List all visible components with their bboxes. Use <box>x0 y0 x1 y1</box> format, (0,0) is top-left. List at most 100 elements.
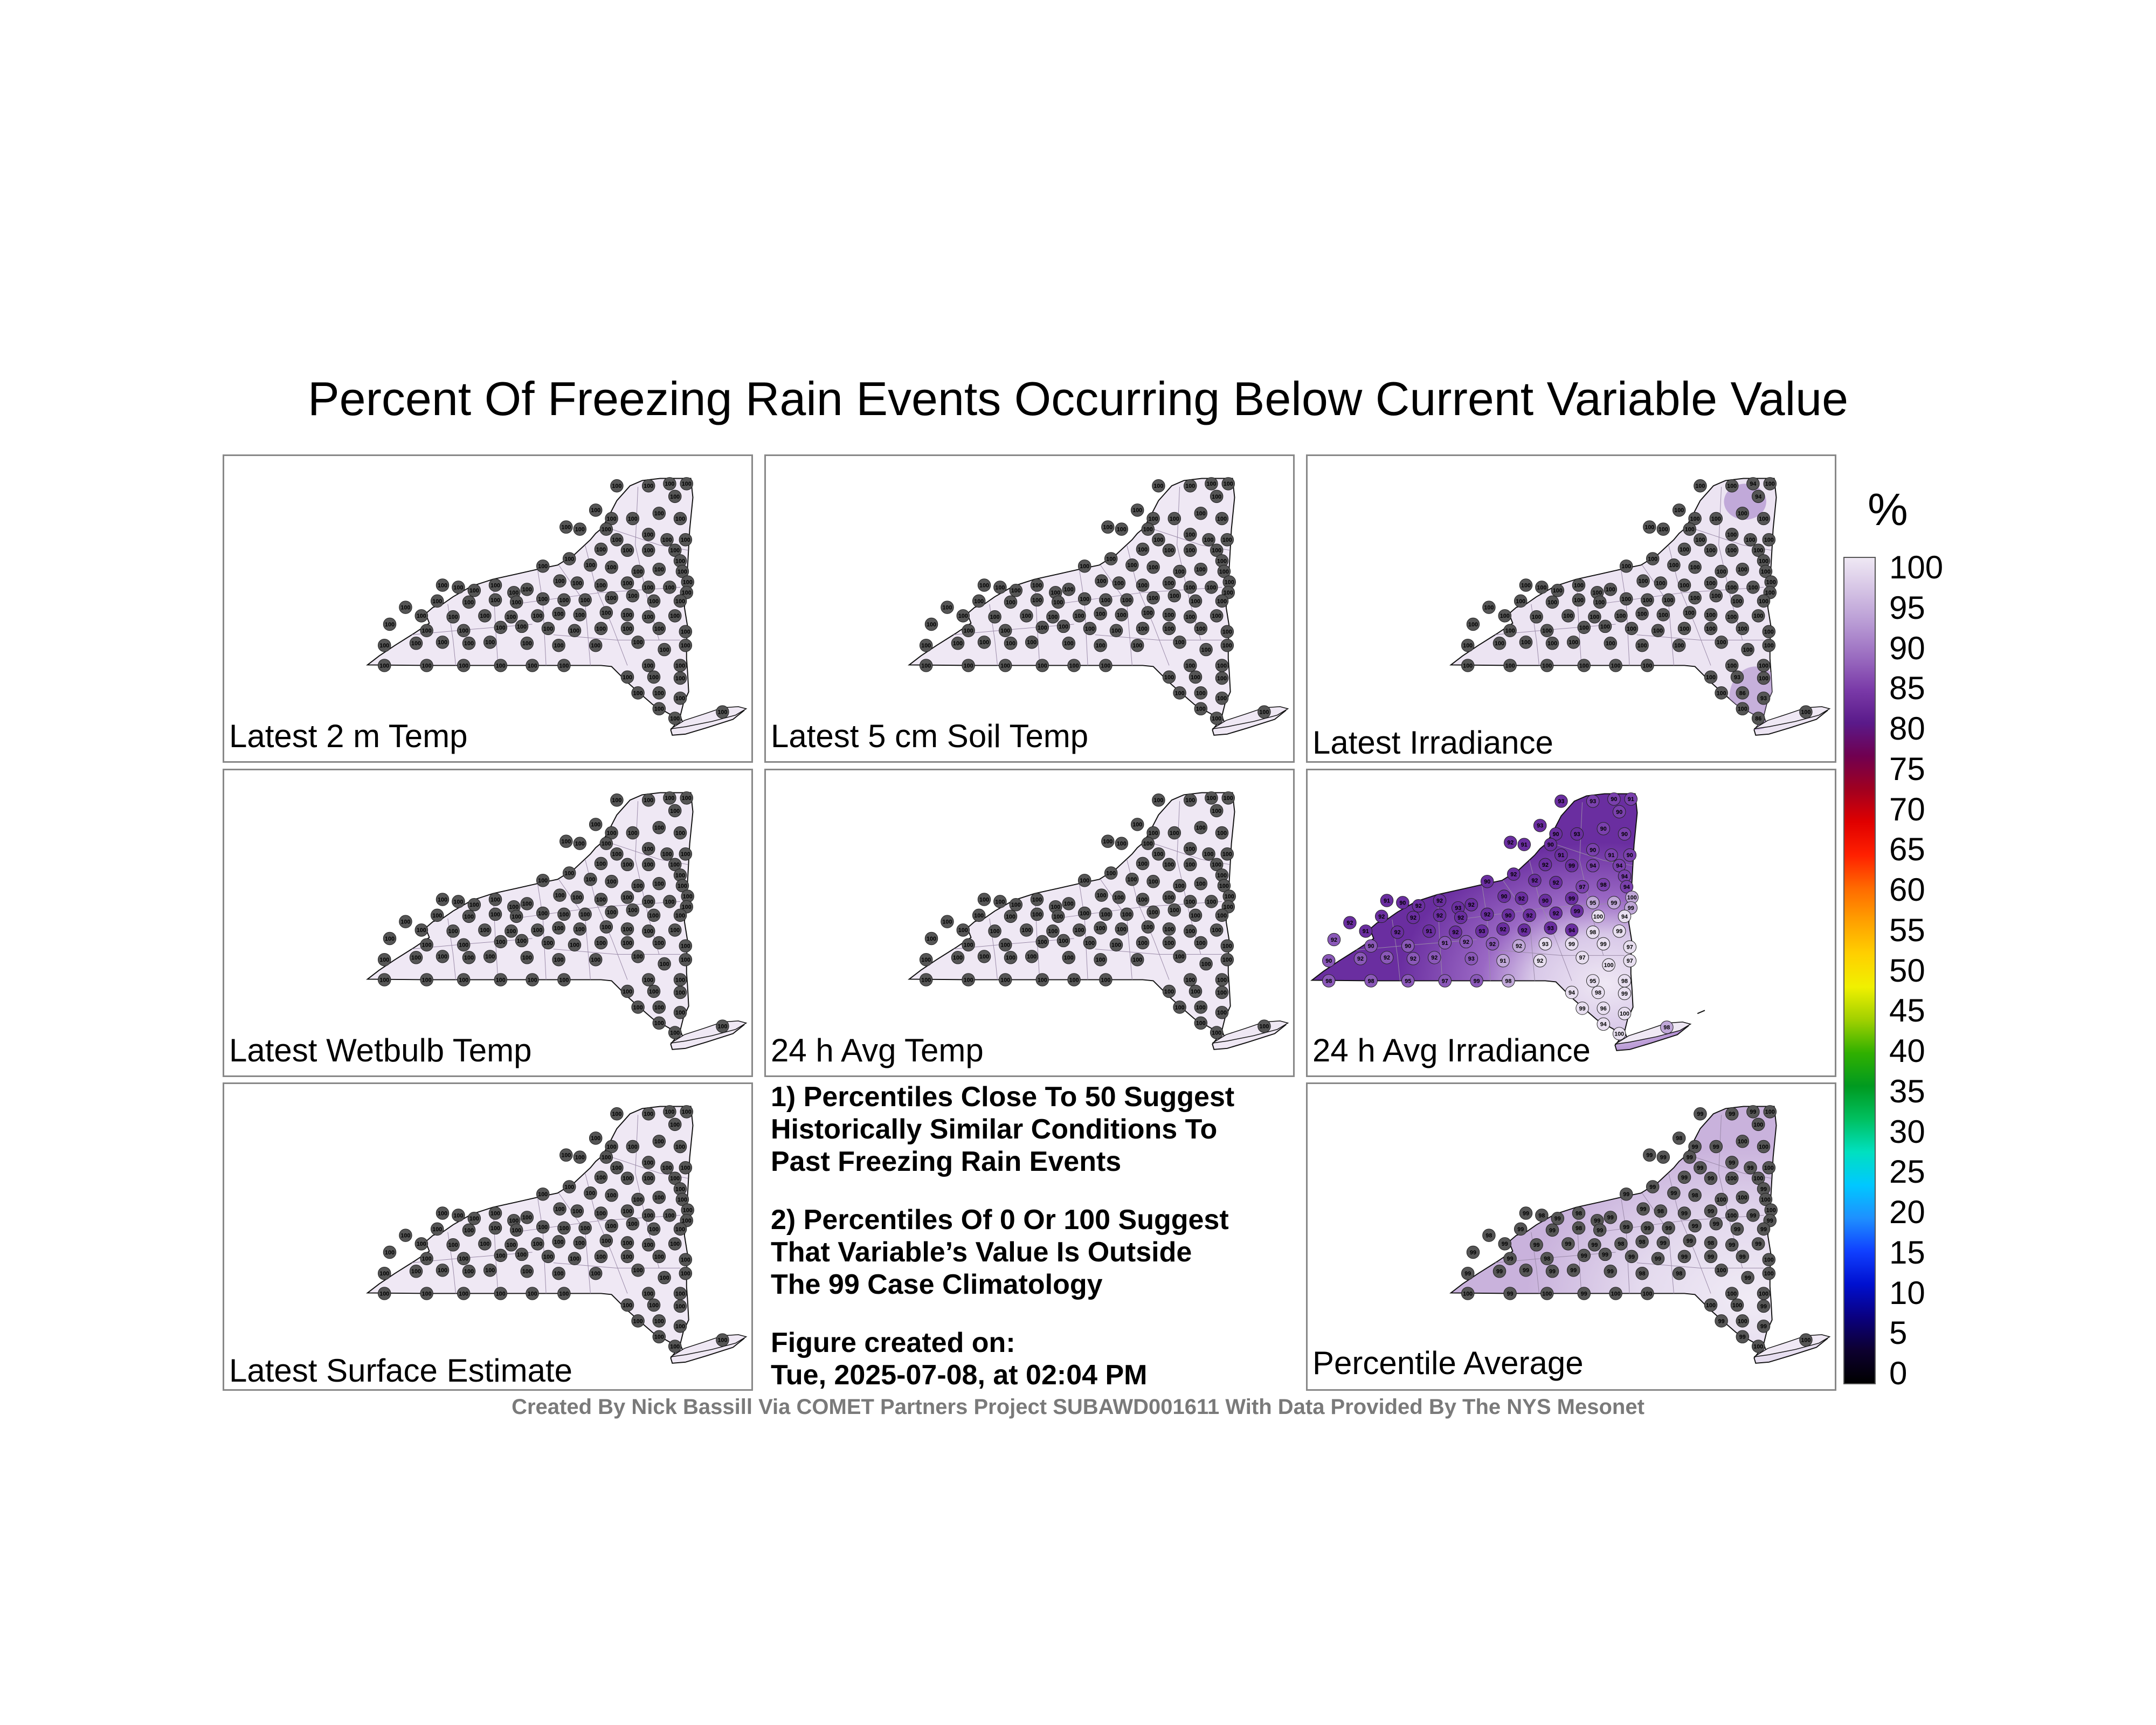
station-marker <box>1461 638 1475 652</box>
station-value: 91 <box>1363 928 1369 935</box>
station-value: 100 <box>974 598 984 605</box>
station-value: 99 <box>1713 1221 1719 1227</box>
station-value: 100 <box>1164 626 1174 632</box>
station-value: 100 <box>1746 537 1756 543</box>
station-value: 100 <box>670 548 680 554</box>
station-marker <box>1704 608 1718 622</box>
station-value: 100 <box>1132 957 1142 963</box>
station-value: 100 <box>490 1225 500 1232</box>
station-marker <box>1056 619 1070 633</box>
state-outline <box>908 478 1287 736</box>
station-value: 100 <box>1204 537 1214 543</box>
station-marker <box>1694 479 1707 493</box>
station-value: 100 <box>1185 584 1195 591</box>
station-value: 100 <box>1764 1165 1774 1171</box>
station-marker <box>1598 1247 1612 1261</box>
station-value: 100 <box>1259 1024 1269 1030</box>
station-marker <box>1636 574 1650 588</box>
station-value: 100 <box>662 851 672 858</box>
station-marker <box>998 973 1012 986</box>
station-marker <box>526 973 539 986</box>
station-marker <box>1544 921 1558 935</box>
station-marker <box>956 923 970 937</box>
station-value: 90 <box>1553 831 1559 838</box>
station-value: 100 <box>1011 588 1021 594</box>
station-marker <box>377 973 391 986</box>
station-value: 98 <box>1595 990 1601 996</box>
station-value: 100 <box>1217 872 1227 879</box>
station-marker <box>573 837 587 850</box>
station-value: 99 <box>1646 1153 1653 1159</box>
station-marker <box>1736 1314 1750 1328</box>
station-value: 99 <box>1760 1186 1767 1192</box>
station-value: 99 <box>1591 1242 1598 1248</box>
station-value: 100 <box>1259 709 1269 716</box>
station-marker <box>1519 1264 1533 1277</box>
station-value: 99 <box>1602 1252 1608 1258</box>
station-marker <box>610 479 624 493</box>
station-value: 100 <box>1038 939 1047 946</box>
station-value: 100 <box>964 663 973 669</box>
station-value: 100 <box>561 525 571 531</box>
station-marker <box>641 1238 655 1252</box>
station-value: 100 <box>1170 830 1179 837</box>
station-value: 100 <box>1032 597 1042 604</box>
station-value: 100 <box>596 861 606 867</box>
station-value: 100 <box>681 957 690 963</box>
station-value: 92 <box>1357 956 1364 962</box>
station-marker <box>641 1107 655 1121</box>
station-marker <box>520 951 534 964</box>
station-value: 100 <box>1212 494 1221 500</box>
colorbar-tick-label: 55 <box>1889 912 1925 948</box>
station-marker <box>1141 837 1155 850</box>
station-value: 94 <box>1568 990 1575 996</box>
station-value: 94 <box>1590 863 1596 870</box>
station-marker <box>647 1298 661 1312</box>
station-value: 100 <box>596 1210 606 1217</box>
station-marker <box>641 1287 655 1300</box>
station-value: 100 <box>1579 663 1589 669</box>
station-value: 91 <box>1628 796 1634 803</box>
station-marker <box>1677 542 1691 556</box>
station-marker <box>570 1204 584 1218</box>
station-value: 100 <box>670 494 680 500</box>
station-value: 100 <box>1185 899 1195 905</box>
station-value: 100 <box>379 1291 389 1297</box>
station-marker <box>1641 659 1654 672</box>
station-marker <box>605 512 618 526</box>
station-value: 100 <box>1212 715 1221 722</box>
station-marker <box>1736 622 1750 636</box>
station-value: 93 <box>1574 831 1580 838</box>
station-marker <box>1167 512 1181 526</box>
station-value: 100 <box>1616 613 1626 619</box>
station-value: 100 <box>644 1176 653 1182</box>
station-marker <box>1612 805 1626 819</box>
station-value: 99 <box>1760 1323 1767 1330</box>
station-marker <box>1215 691 1229 705</box>
station-value: 100 <box>1637 611 1647 617</box>
station-marker <box>1004 595 1018 609</box>
station-value: 100 <box>1114 580 1124 586</box>
station-marker <box>1449 926 1462 939</box>
station-value: 100 <box>411 955 421 961</box>
station-marker <box>452 581 465 594</box>
station-value: 99 <box>1574 908 1580 915</box>
station-value: 100 <box>1690 595 1700 602</box>
station-marker <box>1257 705 1271 719</box>
station-value: 94 <box>1621 873 1628 880</box>
station-value: 92 <box>1531 878 1538 884</box>
station-value: 100 <box>591 1271 600 1277</box>
station-marker <box>652 702 666 716</box>
station-value: 94 <box>1755 494 1761 500</box>
station-marker <box>1152 479 1165 493</box>
station-marker <box>652 622 666 636</box>
station-value: 100 <box>1468 622 1478 628</box>
station-marker <box>1485 937 1499 951</box>
state-outline <box>366 478 745 736</box>
station-marker <box>1641 593 1654 607</box>
station-marker <box>620 1236 634 1250</box>
station-marker <box>1588 610 1601 624</box>
station-value: 100 <box>612 1165 621 1171</box>
